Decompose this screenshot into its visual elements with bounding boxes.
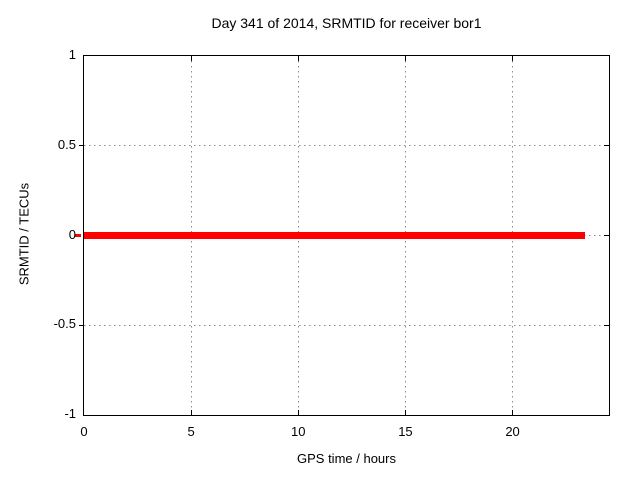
y-tick-label: 0.5 [57, 136, 76, 152]
y-tick-label: -1 [64, 406, 76, 421]
y-tick-mirror [604, 324, 609, 326]
x-tick-label: 15 [398, 424, 413, 439]
x-tick-label: 0 [80, 424, 88, 439]
x-tick-mirror [404, 56, 406, 61]
y-tick-mirror [604, 235, 609, 236]
zero-tick-marker [75, 234, 81, 237]
x-axis-label: GPS time / hours [297, 451, 396, 466]
x-tick-label: 5 [187, 424, 195, 439]
x-tick-label: 10 [291, 424, 306, 439]
y-tick-mirror [604, 145, 609, 147]
x-tick [404, 410, 406, 415]
x-tick-mirror [297, 56, 299, 61]
y-tick [79, 324, 84, 326]
y-tick-label: 0 [68, 226, 76, 242]
chart-title: Day 341 of 2014, SRMTID for receiver bor… [211, 15, 482, 31]
y-tick [79, 145, 84, 147]
plot-area [75, 55, 610, 416]
x-tick [512, 410, 514, 415]
data-series-line [84, 232, 586, 239]
x-tick-mirror [512, 56, 514, 61]
x-tick-mirror [190, 56, 192, 61]
x-tick [297, 410, 299, 415]
y-tick-label: -0.5 [53, 316, 76, 332]
y-gridline [84, 324, 609, 326]
y-gridline [84, 145, 609, 147]
y-tick-label: 1 [68, 47, 76, 62]
x-tick [190, 410, 192, 415]
x-tick-label: 20 [505, 424, 520, 439]
